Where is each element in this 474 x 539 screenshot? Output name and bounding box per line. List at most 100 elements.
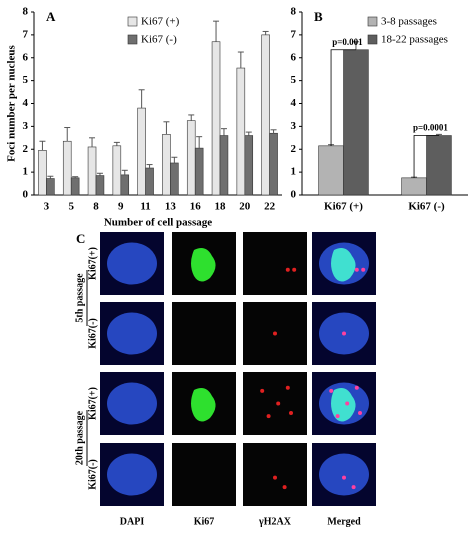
image-cell <box>100 302 164 365</box>
bar <box>244 135 254 196</box>
row-label: Ki67(-) <box>87 459 98 490</box>
error-bar <box>220 128 227 136</box>
y-tick-label: 0 <box>23 189 29 201</box>
error-bar <box>245 131 252 136</box>
bar <box>70 177 80 196</box>
image-bg <box>243 232 307 295</box>
bar <box>401 177 427 196</box>
image-cell <box>100 443 164 506</box>
y-axis-label: Foci number per nucleus <box>6 44 18 161</box>
bar <box>137 107 146 196</box>
foci <box>273 475 277 480</box>
error-bar <box>196 136 203 149</box>
y-tick-label: 5 <box>23 74 29 86</box>
y-tick-label: 0 <box>291 189 297 201</box>
y-tick-label: 3 <box>23 120 29 132</box>
nucleus <box>107 312 157 355</box>
panel-label: B <box>314 9 323 24</box>
panel-label: C <box>76 231 85 246</box>
image-cell <box>172 302 236 365</box>
error-bar <box>352 41 359 50</box>
bar <box>426 135 452 196</box>
x-tick-label: 5 <box>68 201 74 213</box>
bar <box>186 120 196 196</box>
x-tick-label: 11 <box>140 201 150 213</box>
foci <box>342 331 346 336</box>
bar <box>170 162 179 196</box>
image-cell <box>312 372 376 435</box>
image-cell <box>243 372 307 435</box>
bar <box>62 140 72 196</box>
image-bg <box>172 443 236 506</box>
image-cell <box>172 232 236 295</box>
x-tick-label: 9 <box>118 201 124 213</box>
image-cell <box>243 302 307 365</box>
group-label: 5th passage <box>74 273 85 323</box>
x-tick-label: 8 <box>93 201 99 213</box>
x-tick-label: Ki67 (+) <box>324 201 363 213</box>
column-label: Ki67 <box>194 516 215 527</box>
bar <box>194 147 204 196</box>
image-cell <box>100 232 164 295</box>
image-cell <box>172 443 236 506</box>
foci <box>354 385 359 390</box>
y-tick-label: 8 <box>291 6 297 18</box>
group-label: 20th passage <box>74 410 85 465</box>
error-bar <box>146 164 153 169</box>
foci <box>329 388 334 393</box>
legend-label: 3-8 passages <box>381 16 437 28</box>
column-label: γH2AX <box>258 516 292 527</box>
legend-swatch <box>367 34 378 45</box>
ki67-signal <box>331 388 356 422</box>
row-label: Ki67(-) <box>87 318 98 349</box>
foci <box>282 485 287 490</box>
legend-label: Ki67 (-) <box>141 34 177 46</box>
bar <box>112 145 122 196</box>
annotation: p=0.001 <box>332 37 363 47</box>
y-tick-label: 3 <box>291 120 297 132</box>
y-tick-label: 4 <box>23 97 29 109</box>
image-cell <box>312 443 376 506</box>
nucleus <box>107 453 157 496</box>
foci <box>285 267 290 272</box>
error-bar <box>237 51 244 69</box>
y-tick-label: 6 <box>23 51 29 63</box>
legend-swatch <box>367 16 378 27</box>
bracket <box>413 135 439 178</box>
ki67-signal <box>191 388 216 422</box>
x-tick-label: 3 <box>44 201 50 213</box>
y-tick-label: 2 <box>291 143 297 155</box>
image-cell <box>172 372 236 435</box>
foci <box>354 267 359 272</box>
row-label: Ki67(+) <box>87 247 98 280</box>
bracket <box>330 49 356 146</box>
y-tick-label: 2 <box>23 143 29 155</box>
bar <box>145 167 154 196</box>
foci <box>266 414 271 419</box>
foci <box>289 410 293 415</box>
error-bar <box>113 141 120 146</box>
y-tick-label: 1 <box>23 166 29 178</box>
error-bar <box>47 175 54 179</box>
error-bar <box>96 172 103 176</box>
y-tick-label: 7 <box>291 28 297 40</box>
x-tick-label: 16 <box>190 201 202 213</box>
image-cell <box>312 232 376 295</box>
bar <box>219 135 229 196</box>
bar <box>269 132 278 196</box>
bar <box>38 150 47 196</box>
column-label: DAPI <box>120 516 145 527</box>
bar <box>261 34 270 196</box>
y-tick-label: 8 <box>23 6 29 18</box>
foci <box>335 414 340 419</box>
image-cell <box>243 443 307 506</box>
bar <box>120 174 130 196</box>
bar <box>46 178 55 196</box>
x-tick-label: Ki67 (-) <box>408 201 445 213</box>
error-bar <box>89 137 96 147</box>
nucleus <box>319 453 369 496</box>
error-bar <box>39 140 46 151</box>
error-bar <box>163 121 170 135</box>
panel-label: A <box>46 9 56 24</box>
